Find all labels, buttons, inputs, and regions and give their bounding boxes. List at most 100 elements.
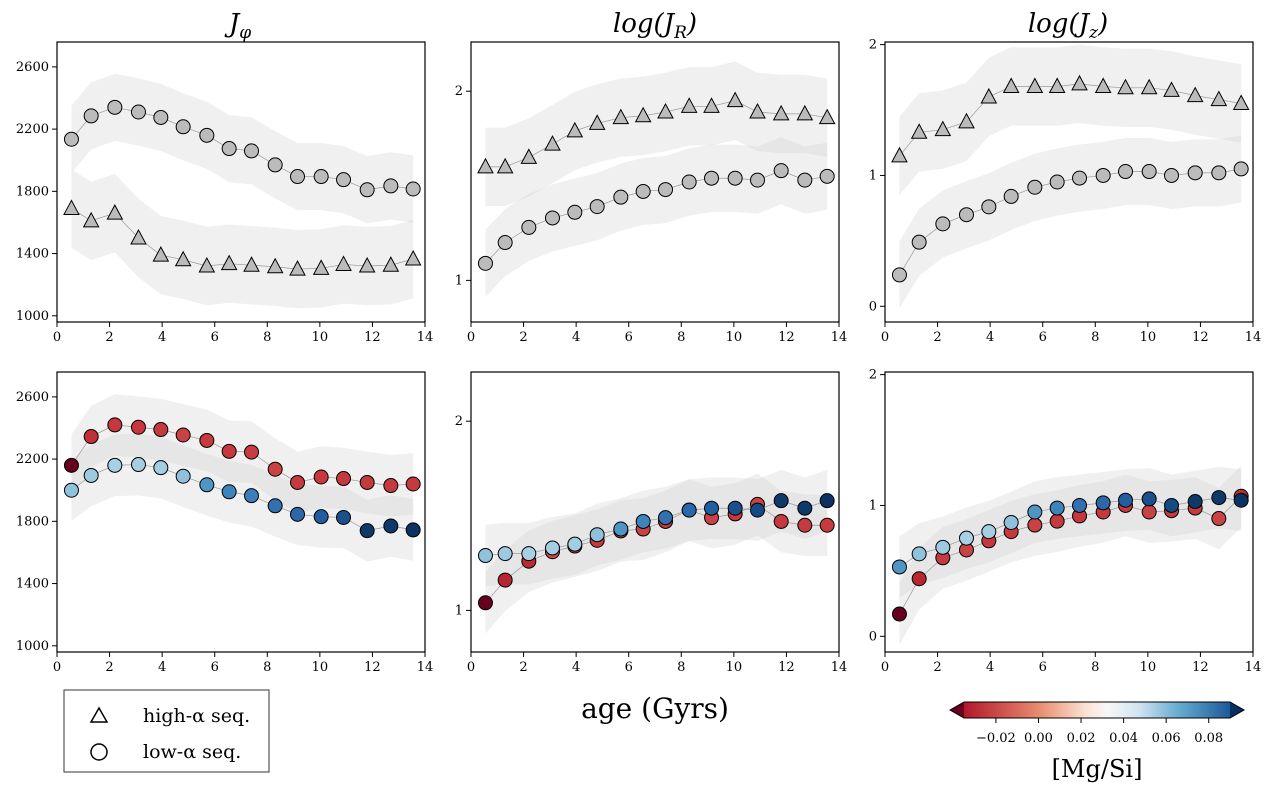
colorbar-right-extend <box>1230 702 1244 718</box>
x-tick-label: 14 <box>417 660 434 675</box>
x-tick-label: 12 <box>364 660 381 675</box>
data-point-triangle <box>477 157 494 174</box>
legend: high-α seq. low-α seq. <box>63 689 270 773</box>
data-point-circle <box>175 427 191 443</box>
x-tick-label: 14 <box>1245 660 1262 675</box>
x-tick-label: 6 <box>625 330 633 345</box>
data-point-triangle <box>958 112 975 129</box>
x-tick-label: 4 <box>986 330 994 345</box>
data-point-circle <box>244 444 260 460</box>
x-tick-label: 8 <box>677 660 685 675</box>
data-point-circle <box>958 530 974 546</box>
data-point-circle <box>1118 492 1134 508</box>
data-point-circle <box>477 548 493 564</box>
data-point-circle <box>221 141 237 157</box>
series-line <box>899 497 1242 568</box>
data-point-circle <box>497 572 513 588</box>
data-point-triangle <box>544 135 561 151</box>
data-point-circle <box>1141 504 1157 520</box>
data-point-circle <box>773 513 789 529</box>
x-tick-label: 10 <box>726 330 743 345</box>
data-point-triangle <box>1117 78 1134 95</box>
data-point-circle <box>981 199 997 215</box>
colorbar-label: [Mg/Si] <box>1052 755 1143 783</box>
data-point-circle <box>221 484 237 500</box>
data-point-circle <box>1003 514 1019 530</box>
colorbar-tick-label: 0.06 <box>1152 731 1181 746</box>
data-point-circle <box>750 172 766 188</box>
data-point-triangle <box>220 254 238 271</box>
y-tick-label: 2 <box>869 38 877 53</box>
colorbar-tick-label: 0.08 <box>1194 731 1223 746</box>
data-point-circle <box>1072 497 1088 513</box>
x-tick-label: 6 <box>1039 660 1047 675</box>
y-tick-label: 2600 <box>16 60 49 75</box>
data-point-circle <box>359 182 375 198</box>
data-point-circle <box>383 518 399 534</box>
x-tick-label: 6 <box>625 660 633 675</box>
data-point-circle <box>658 182 674 198</box>
data-point-circle <box>1164 167 1180 183</box>
series-line <box>899 168 1242 276</box>
data-point-circle <box>290 169 306 185</box>
y-tick-label: 1800 <box>16 514 49 529</box>
data-point-triangle <box>1232 94 1250 110</box>
x-tick-label: 4 <box>158 330 166 345</box>
data-point-circle <box>130 457 146 473</box>
data-point-circle <box>267 498 283 514</box>
x-tick-label: 0 <box>53 660 61 675</box>
panel-bottom-0: 0 2 4 6 8 10 12 14 1000 1400 1800 2200 2600 <box>16 371 434 675</box>
data-point-circle <box>221 443 237 459</box>
data-point-circle <box>911 571 927 587</box>
x-tick-label: 8 <box>1091 330 1099 345</box>
data-point-circle <box>935 216 951 232</box>
data-point-circle <box>477 255 493 271</box>
data-point-circle <box>63 457 79 473</box>
data-point-circle <box>773 493 789 509</box>
data-point-circle <box>477 595 493 611</box>
x-tick-label: 4 <box>572 330 580 345</box>
data-point-circle <box>891 559 907 575</box>
y-tick-label: 2 <box>455 84 463 99</box>
series-line <box>71 424 414 486</box>
data-point-triangle <box>496 157 514 174</box>
data-point-circle <box>199 477 215 493</box>
data-point-circle <box>199 432 215 448</box>
data-point-triangle <box>657 102 674 119</box>
x-tick-label: 10 <box>312 660 329 675</box>
data-point-triangle <box>772 104 790 121</box>
y-tick-label: 1400 <box>16 247 49 262</box>
data-point-circle <box>107 457 123 473</box>
data-point-circle <box>891 267 907 283</box>
data-point-circle <box>199 127 215 143</box>
x-axis-label: age (Gyrs) <box>581 692 729 725</box>
x-tick-label: 8 <box>677 330 685 345</box>
data-point-triangle <box>680 97 698 113</box>
data-point-circle <box>313 169 329 185</box>
data-point-circle <box>681 502 697 518</box>
series-line <box>899 496 1242 615</box>
data-point-triangle <box>1186 86 1204 103</box>
data-point-circle <box>773 163 789 179</box>
x-tick-label: 8 <box>1091 660 1099 675</box>
data-point-circle <box>83 467 99 483</box>
plot-frame <box>56 371 426 653</box>
data-point-circle <box>797 500 813 516</box>
data-point-circle <box>635 183 651 199</box>
legend-circle-marker <box>90 743 108 761</box>
legend-label-low-alpha: low-α seq. <box>143 741 241 763</box>
data-point-triangle <box>749 102 766 119</box>
data-point-triangle <box>818 108 836 125</box>
data-point-triangle <box>1048 77 1066 93</box>
data-point-circle <box>819 168 835 184</box>
data-point-triangle <box>130 228 147 245</box>
plot-frame <box>470 371 840 653</box>
data-point-triangle <box>404 249 422 266</box>
colorbar-left-extend <box>950 702 964 718</box>
data-point-triangle <box>266 257 284 274</box>
data-point-circle <box>383 178 399 194</box>
data-point-circle <box>63 131 79 147</box>
x-tick-label: 12 <box>778 330 795 345</box>
